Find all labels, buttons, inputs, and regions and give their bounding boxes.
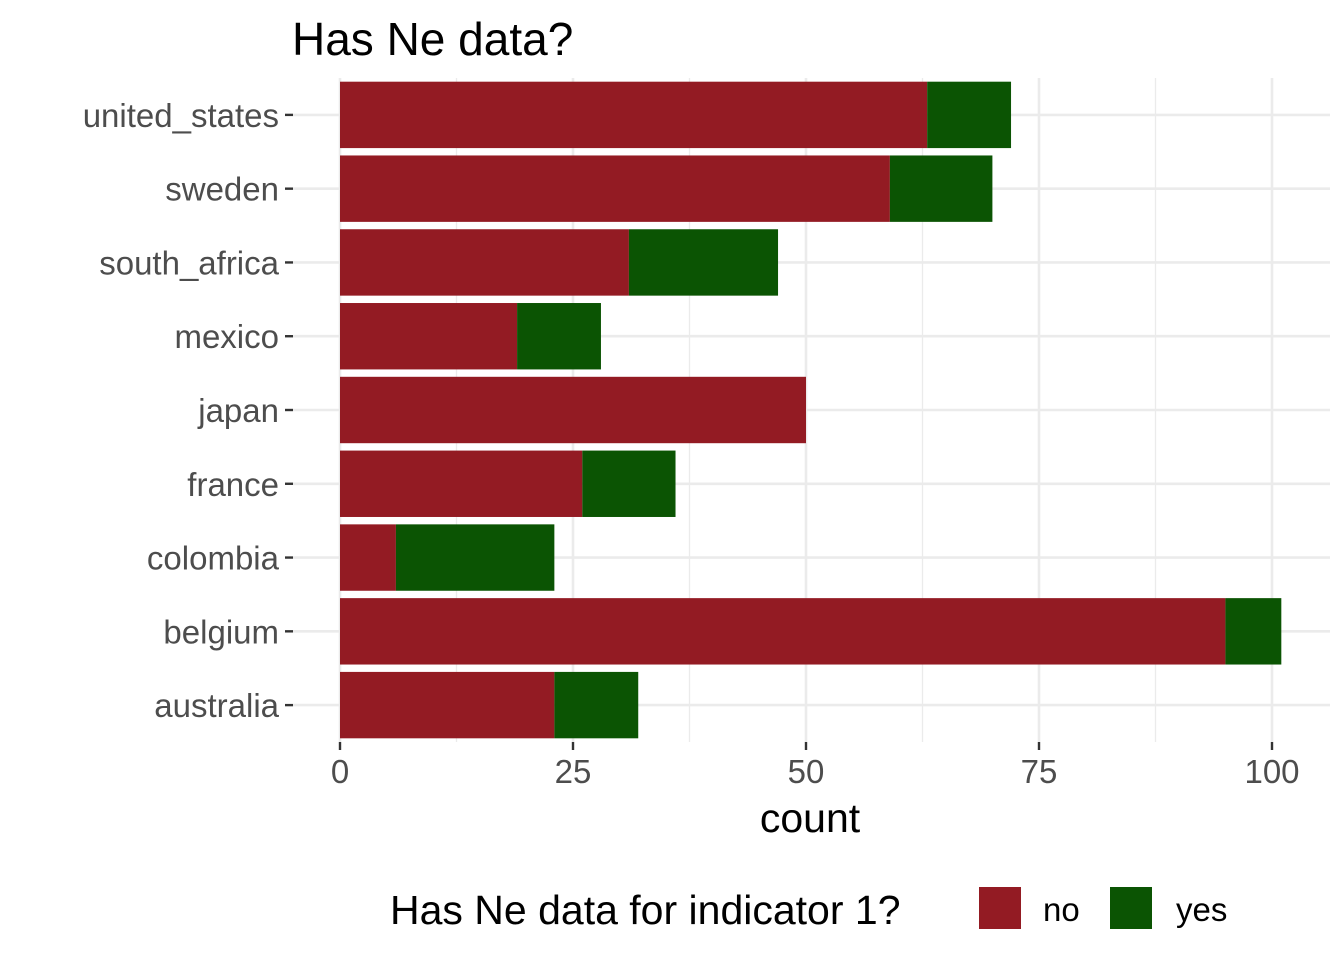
bar-japan-no	[340, 376, 806, 444]
bar-australia-yes	[554, 671, 639, 739]
x-tick-label: 25	[555, 753, 592, 790]
bar-united_states-yes	[927, 81, 1012, 149]
x-tick-label: 100	[1244, 753, 1299, 790]
x-tick-label: 0	[331, 753, 349, 790]
y-tick-label: belgium	[163, 613, 279, 650]
legend: Has Ne data for indicator 1? no yes	[390, 887, 1227, 933]
legend-title: Has Ne data for indicator 1?	[390, 887, 901, 933]
x-axis-title: count	[760, 795, 861, 841]
x-axis: 0 25 50 75 100	[331, 742, 1300, 790]
legend-label-yes: yes	[1176, 891, 1227, 928]
bar-sweden-no	[340, 155, 890, 222]
bar-france-no	[340, 450, 583, 517]
y-tick-label: france	[187, 466, 279, 503]
y-tick-label: sweden	[165, 171, 279, 208]
bar-france-yes	[582, 450, 676, 517]
bars	[340, 81, 1282, 739]
bar-mexico-yes	[517, 303, 601, 370]
bar-sweden-yes	[889, 155, 993, 222]
legend-label-no: no	[1043, 891, 1080, 928]
y-tick-label: united_states	[83, 97, 279, 134]
legend-swatch-no	[979, 887, 1021, 929]
bar-south_africa-no	[340, 229, 629, 296]
y-tick-label: mexico	[174, 318, 279, 355]
bar-south_africa-yes	[628, 229, 779, 296]
y-tick-label: colombia	[147, 540, 280, 577]
bar-belgium-no	[340, 598, 1226, 665]
chart-title: Has Ne data?	[292, 13, 573, 65]
x-tick-label: 50	[788, 753, 825, 790]
bar-united_states-no	[340, 81, 928, 149]
bar-colombia-no	[340, 524, 396, 591]
y-tick-label: south_africa	[99, 244, 279, 281]
bar-australia-no	[340, 671, 555, 739]
legend-swatch-yes	[1110, 887, 1152, 929]
bar-belgium-yes	[1225, 598, 1282, 665]
bar-mexico-no	[340, 303, 518, 370]
x-tick-label: 75	[1021, 753, 1058, 790]
bar-colombia-yes	[395, 524, 555, 591]
y-tick-label: japan	[197, 392, 279, 429]
y-tick-label: australia	[154, 687, 279, 724]
